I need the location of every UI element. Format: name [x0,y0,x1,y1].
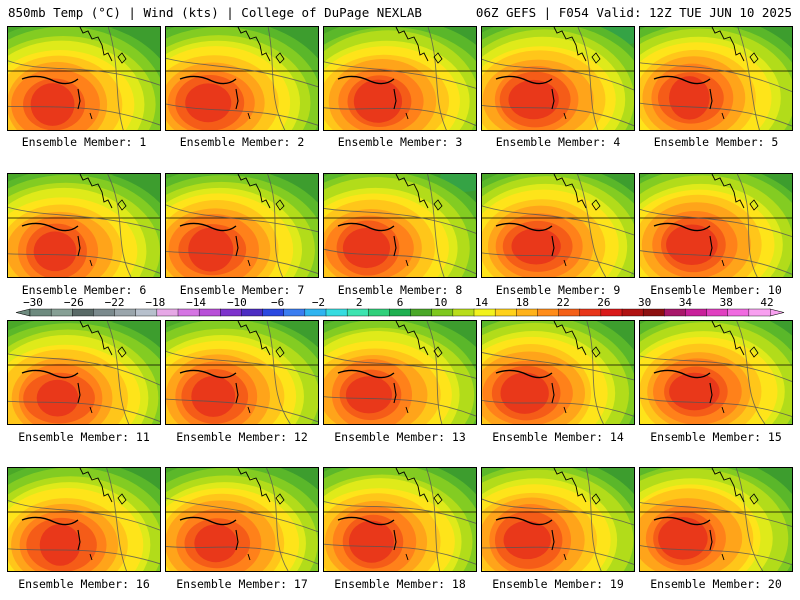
ensemble-map-panel [7,26,161,131]
ensemble-member-label: Ensemble Member: 11 [18,430,150,444]
colorbar-tick-label: −14 [186,296,206,309]
colorbar-swatch [114,308,137,317]
ensemble-member-label: Ensemble Member: 7 [179,283,305,297]
colorbar-swatch [537,308,560,317]
colorbar-swatch [642,308,665,317]
ensemble-map-panel [323,467,477,572]
colorbar-swatch [579,308,602,317]
ensemble-map-panel [639,467,793,572]
colorbar-swatch [325,308,348,317]
colorbar-tick-label: 14 [475,296,489,309]
colorbar-swatch [156,308,179,317]
colorbar-swatch [50,308,73,317]
colorbar-swatch [389,308,412,317]
colorbar-swatch [177,308,200,317]
colorbar-swatch [516,308,538,317]
ensemble-member-label: Ensemble Member: 8 [337,283,463,297]
ensemble-member-label: Ensemble Member: 19 [492,577,624,591]
colorbar-swatch [72,308,94,317]
colorbar-tick-label: 10 [434,296,447,309]
colorbar-swatch [748,308,771,317]
ensemble-member-label: Ensemble Member: 18 [334,577,466,591]
colorbar-swatch [304,308,327,317]
colorbar-swatch [685,308,708,317]
colorbar-swatch [600,308,623,317]
temperature-colorbar: −30 −26 −22 −18 −14 −10 −6 −2 2 6 10 14 18 22 26 30 34 38… [15,296,785,317]
ensemble-member-label: Ensemble Member: 5 [653,135,779,149]
colorbar-tick-label: 2 [356,296,363,309]
ensemble-member-label: Ensemble Member: 13 [334,430,466,444]
colorbar-tick-label: 30 [638,296,651,309]
colorbar-tick-label: −26 [64,296,84,309]
ensemble-map-panel [481,26,635,131]
colorbar-swatch [283,308,306,317]
ensemble-map-panel [481,173,635,278]
colorbar-swatch [198,308,221,317]
ensemble-map-panel [165,320,319,425]
ensemble-map-panel [639,320,793,425]
colorbar-tick-label: 6 [397,296,404,309]
ensemble-member-label: Ensemble Member: 14 [492,430,624,444]
colorbar-tick-label: 34 [679,296,693,309]
ensemble-member-label: Ensemble Member: 16 [18,577,150,591]
ensemble-map-panel [481,467,635,572]
ensemble-member-label: Ensemble Member: 4 [495,135,621,149]
colorbar-swatch [262,308,285,317]
ensemble-member-label: Ensemble Member: 3 [337,135,463,149]
ensemble-member-label: Ensemble Member: 6 [21,283,147,297]
colorbar-swatch [135,308,158,317]
colorbar-tick-label: −30 [23,296,43,309]
ensemble-map-panel [639,173,793,278]
ensemble-member-label: Ensemble Member: 1 [21,135,147,149]
map-title: 850mb Temp (°C) | Wind (kts) | College o… [8,5,422,20]
colorbar-swatch [431,308,454,317]
ensemble-map-panel [481,320,635,425]
ensemble-map-panel [323,26,477,131]
ensemble-map-panel [165,173,319,278]
ensemble-map-panel [165,467,319,572]
colorbar-swatch [664,308,686,317]
ensemble-member-label: Ensemble Member: 20 [650,577,782,591]
colorbar-swatch [220,308,242,317]
colorbar-swatch [368,308,390,317]
ensemble-map-panel [323,320,477,425]
ensemble-map-panel [323,173,477,278]
ensemble-map-panel [7,173,161,278]
colorbar-tick-label: −2 [312,296,325,309]
colorbar-swatch [473,308,496,317]
colorbar-tick-label: −6 [271,296,284,309]
model-run-info: 06Z GEFS | F054 Valid: 12Z TUE JUN 10 20… [475,5,792,20]
colorbar-tick-label: 22 [556,296,569,309]
ensemble-member-label: Ensemble Member: 15 [650,430,782,444]
ensemble-member-label: Ensemble Member: 2 [179,135,305,149]
colorbar-tick-label: −22 [105,296,125,309]
colorbar-swatch [93,308,116,317]
colorbar-swatch [29,308,52,317]
colorbar-swatch [494,308,517,317]
colorbar-min-arrow [15,308,31,317]
colorbar-swatch [621,308,644,317]
colorbar-swatch [706,308,729,317]
colorbar-tick-label: 18 [516,296,529,309]
ensemble-map-panel [7,467,161,572]
ensemble-member-label: Ensemble Member: 10 [650,283,782,297]
colorbar-tick-label: 26 [597,296,610,309]
colorbar-swatch [241,308,264,317]
colorbar-tick-label: −18 [145,296,165,309]
colorbar-swatch [558,308,581,317]
colorbar-swatch [346,308,369,317]
colorbar-swatch [452,308,475,317]
ensemble-member-label: Ensemble Member: 17 [176,577,308,591]
ensemble-map-panel [165,26,319,131]
colorbar-tick-label: 42 [760,296,773,309]
colorbar-swatch [410,308,433,317]
colorbar-tick-label: 38 [720,296,733,309]
colorbar-swatch [727,308,750,317]
ensemble-map-panel [639,26,793,131]
colorbar-tick-label: −10 [227,296,247,309]
ensemble-map-panel [7,320,161,425]
colorbar-max-arrow [769,308,785,317]
ensemble-member-label: Ensemble Member: 9 [495,283,621,297]
ensemble-member-label: Ensemble Member: 12 [176,430,308,444]
